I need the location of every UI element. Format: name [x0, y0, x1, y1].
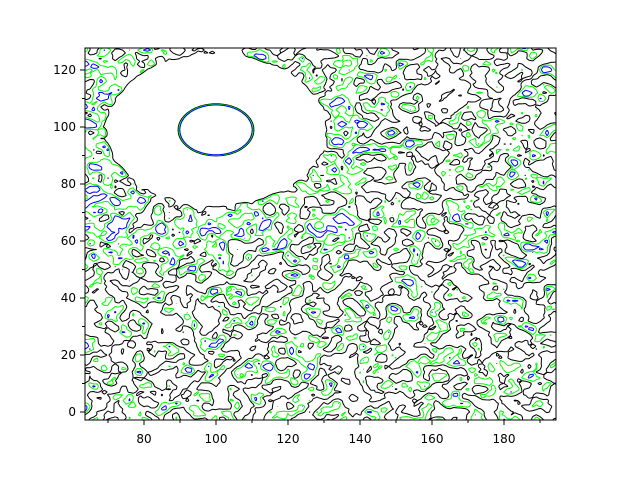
- y-axis: 0 20 40 60 80 100 120: [53, 63, 85, 419]
- y-tick-label: 0: [68, 405, 76, 419]
- contour-lines: [85, 48, 556, 420]
- y-tick-label: 40: [61, 291, 76, 305]
- plot-frame: [84, 47, 557, 421]
- x-tick-label: 80: [136, 432, 151, 446]
- y-tick-label: 80: [61, 177, 76, 191]
- x-tick-label: 180: [493, 432, 516, 446]
- y-tick-label: 60: [61, 234, 76, 248]
- x-tick-label: 140: [349, 432, 372, 446]
- contour-level-high: [85, 48, 556, 420]
- x-tick-label: 100: [205, 432, 228, 446]
- x-tick-label: 120: [277, 432, 300, 446]
- y-tick-label: 100: [53, 120, 76, 134]
- x-tick-label: 160: [421, 432, 444, 446]
- y-tick-label: 20: [61, 348, 76, 362]
- x-axis: 80 100 120 140 160 180: [107, 420, 541, 446]
- y-tick-label: 120: [53, 63, 76, 77]
